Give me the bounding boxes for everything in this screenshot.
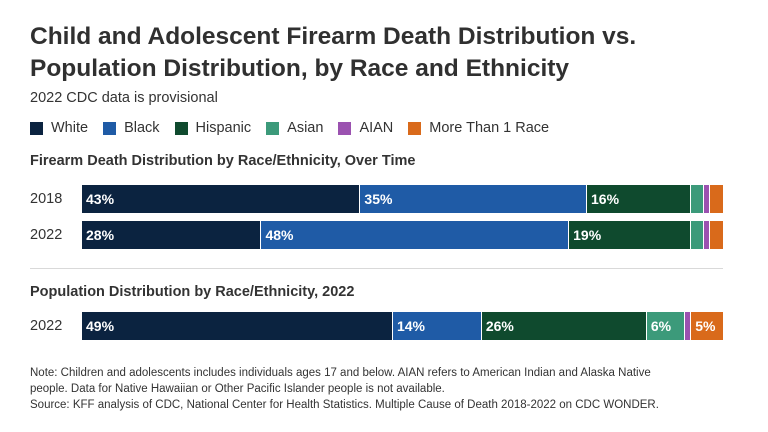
stacked-bar-2018: 43% 35% 16% [82, 185, 723, 213]
legend-label: Hispanic [195, 120, 252, 136]
bar-segment-aian [684, 312, 692, 340]
data-label: 19% [573, 227, 602, 243]
section-divider [30, 268, 723, 269]
data-label: 48% [265, 227, 294, 243]
bar-segment-black: 35% [360, 185, 588, 213]
notes: Note: Children and adolescents includes … [30, 365, 730, 413]
bar-segment-more-than-1-race [710, 221, 723, 249]
legend-swatch [408, 121, 422, 135]
row-label-2022: 2022 [30, 227, 63, 243]
legend-item-aian: AIAN [338, 120, 393, 136]
legend-swatch [103, 121, 117, 135]
bar-segment-white: 49% [82, 312, 393, 340]
chart-title-line1: Child and Adolescent Firearm Death Distr… [30, 23, 637, 50]
section-title-population: Population Distribution by Race/Ethnicit… [30, 284, 355, 300]
data-label: 14% [396, 318, 425, 334]
data-label: 16% [591, 191, 620, 207]
legend-item-hispanic: Hispanic [174, 120, 252, 136]
bar-segment-more-than-1-race [710, 185, 723, 213]
row-label-2022: 2022 [30, 318, 63, 334]
legend-item-more-than-1-race: More Than 1 Race [408, 120, 549, 136]
data-label: 43% [86, 191, 115, 207]
bar-segment-asian [690, 185, 704, 213]
source-line: Source: KFF analysis of CDC, National Ce… [30, 399, 659, 411]
legend-label: More Than 1 Race [429, 120, 550, 136]
legend-swatch [30, 121, 43, 135]
chart-title-line2: Population Distribution, by Race and Eth… [30, 55, 570, 82]
stacked-bar-2022: 49% 14% 26% 6% 5% [82, 312, 723, 340]
bar-segment-white: 43% [82, 185, 361, 213]
stacked-bar-2022: 28% 48% 19% [82, 221, 723, 249]
data-label: 5% [695, 318, 716, 334]
bar-segment-black: 48% [261, 221, 570, 249]
chart-title: Child and Adolescent Firearm Death Distr… [30, 21, 730, 85]
legend-swatch [338, 121, 352, 135]
data-label: 6% [650, 318, 672, 334]
data-label: 35% [364, 191, 393, 207]
legend-label: Black [124, 120, 160, 136]
row-label-2018: 2018 [30, 191, 63, 207]
legend: White Black Hispanic Asian AIAN More Than 1 R… [30, 118, 564, 138]
legend-item-white: White [30, 120, 88, 136]
note-line-2: people. Data for Native Hawaiian or Othe… [30, 383, 445, 395]
bar-segment-asian [690, 221, 704, 249]
bar-segment-aian [703, 221, 711, 249]
legend-swatch [266, 121, 280, 135]
bar-segment-white: 28% [82, 221, 262, 249]
bar-segment-hispanic: 16% [587, 185, 691, 213]
bar-segment-hispanic: 26% [481, 312, 647, 340]
bar-segment-more-than-1-race: 5% [691, 312, 723, 340]
legend-item-asian: Asian [266, 120, 323, 136]
legend-label: AIAN [359, 120, 394, 136]
legend-item-black: Black [103, 120, 160, 136]
bar-segment-asian: 6% [646, 312, 685, 340]
legend-swatch [174, 121, 188, 135]
note-line-1: Note: Children and adolescents includes … [30, 367, 651, 379]
chart-subtitle: 2022 CDC data is provisional [30, 90, 218, 106]
data-label: 26% [485, 318, 514, 334]
legend-label: White [51, 120, 89, 136]
data-label: 28% [86, 227, 115, 243]
section-title-deaths: Firearm Death Distribution by Race/Ethni… [30, 153, 416, 169]
bar-segment-black: 14% [392, 312, 482, 340]
data-label: 49% [86, 318, 115, 334]
bar-segment-aian [703, 185, 711, 213]
bar-segment-hispanic: 19% [569, 221, 691, 249]
legend-label: Asian [287, 120, 324, 136]
